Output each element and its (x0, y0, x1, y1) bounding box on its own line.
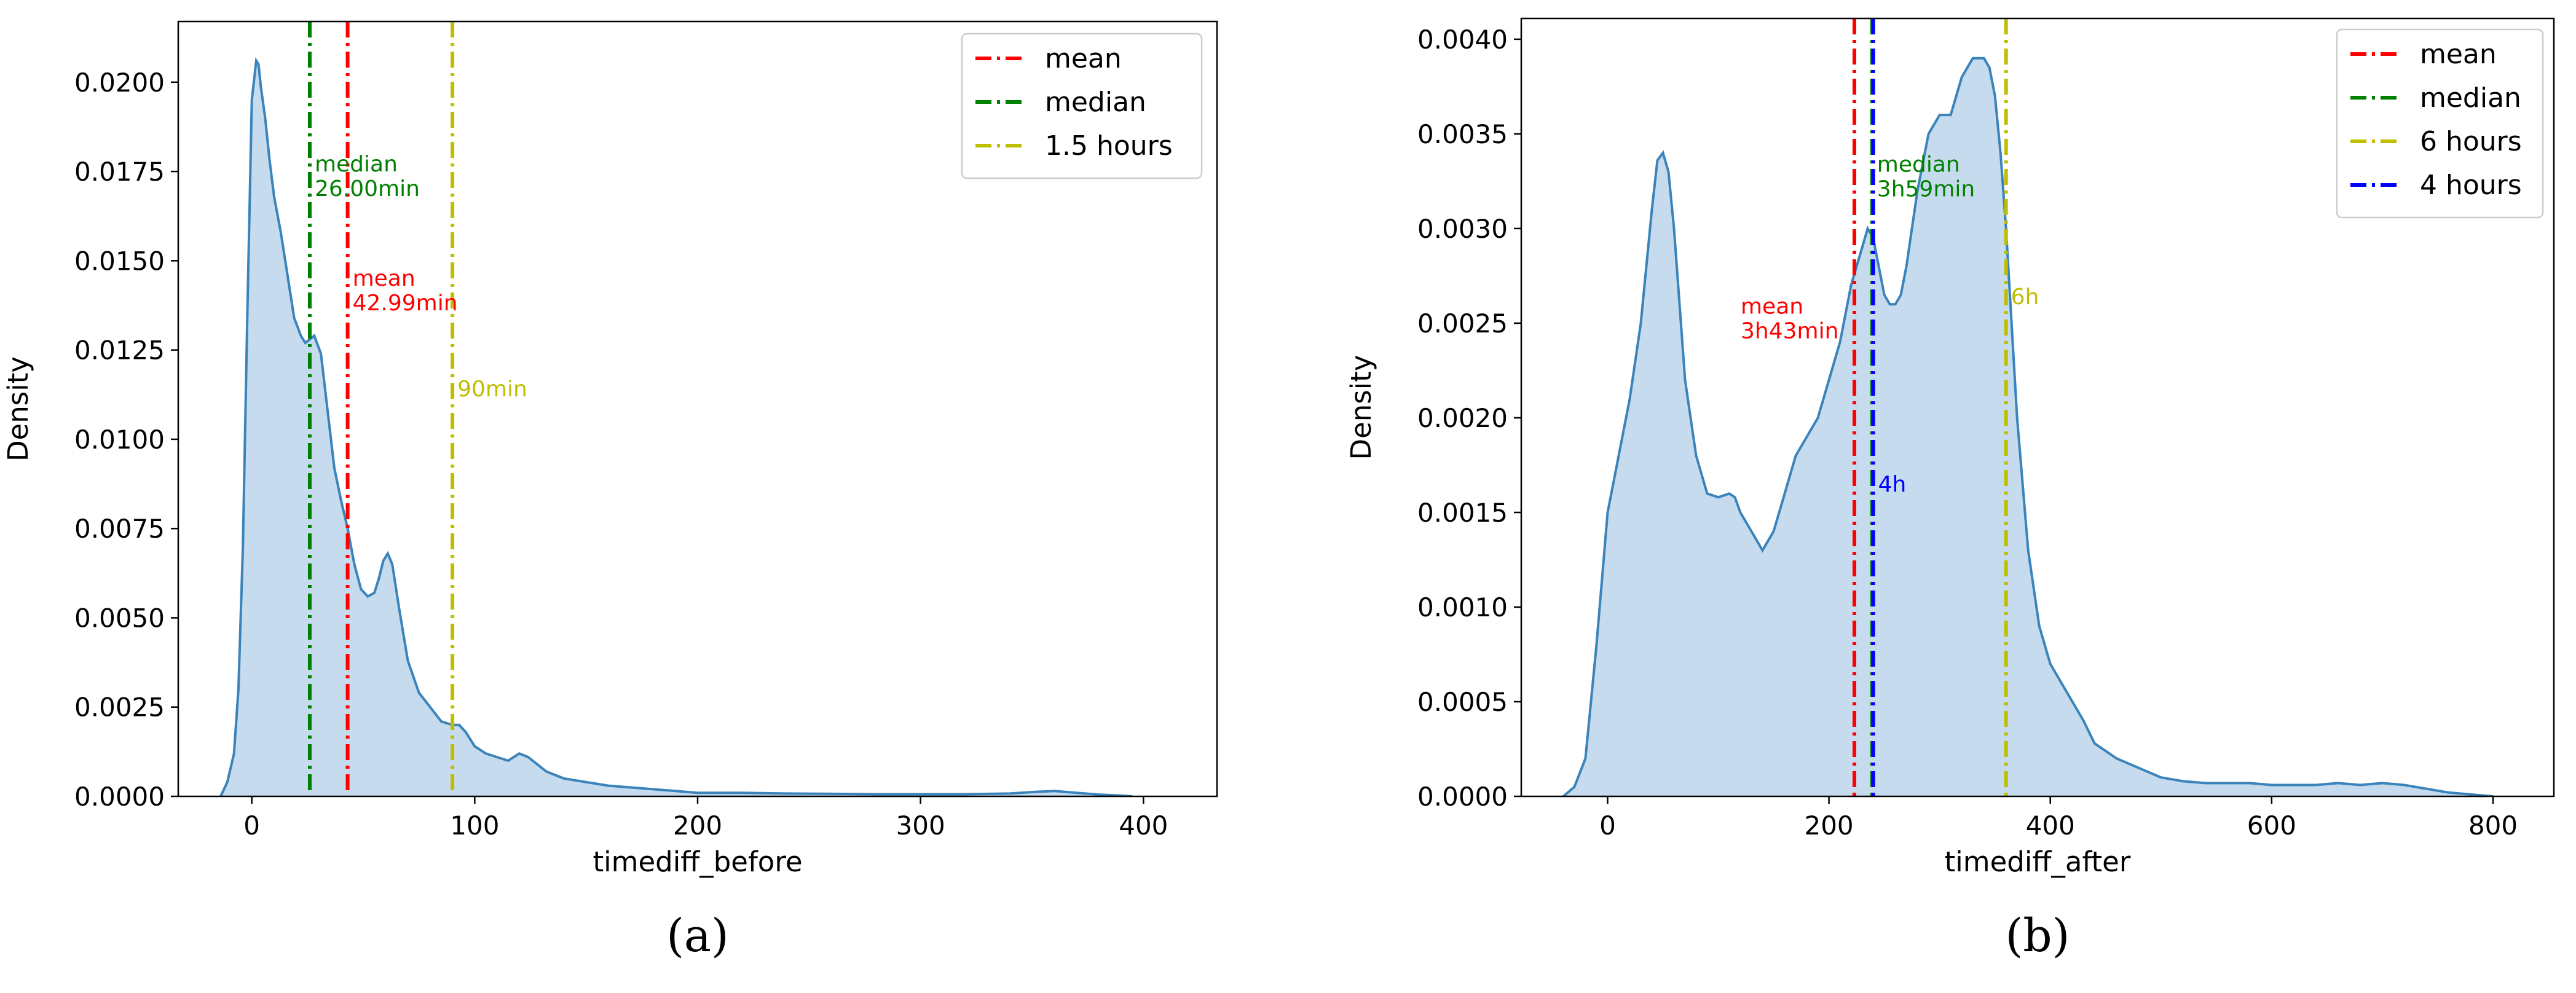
x-tick-label: 200 (673, 810, 722, 841)
x-tick-label: 800 (2468, 810, 2518, 841)
x-tick-label: 300 (896, 810, 945, 841)
panel-caption: (b) (2005, 909, 2070, 962)
x-axis-label: timediff_before (593, 846, 802, 878)
x-tick-label: 200 (1804, 810, 1853, 841)
x-tick-label: 100 (450, 810, 499, 841)
y-tick-label: 0.0075 (74, 514, 165, 544)
annotation-mean: mean 42.99min (353, 266, 458, 316)
annotation-median: median 3h59min (1877, 152, 1975, 202)
density-area (1563, 58, 2493, 796)
density-area (220, 60, 1133, 796)
x-axis-label: timediff_after (1945, 846, 2131, 878)
x-tick-label: 600 (2247, 810, 2296, 841)
y-tick-label: 0.0040 (1417, 25, 1508, 55)
x-tick-label: 400 (1119, 810, 1168, 841)
legend: mean median 1.5 hours (961, 33, 1203, 179)
annotation-hours6: 6h (2011, 285, 2039, 310)
y-tick-label: 0.0025 (74, 693, 165, 723)
y-axis-label: Density (1345, 355, 1377, 460)
legend-box (961, 33, 1203, 179)
plot-area (1562, 18, 2494, 796)
legend: mean median 6 hours 4 hours (2336, 28, 2544, 219)
y-tick-label: 0.0175 (74, 157, 165, 187)
y-tick-label: 0.0125 (74, 336, 165, 366)
legend-box (2336, 28, 2544, 219)
panel-a: mean 42.99min median 26.00min 90min 0 100 200 30… (2, 20, 1218, 962)
y-tick-label: 0.0035 (1417, 119, 1508, 149)
y-tick-label: 0.0005 (1417, 687, 1508, 717)
y-tick-label: 0.0200 (74, 68, 165, 98)
annotation-hours4: 4h (1878, 472, 1907, 497)
annotation-median: median 26.00min (315, 152, 420, 202)
legend-label: mean (2420, 39, 2497, 70)
x-tick-label: 0 (243, 810, 260, 841)
density-line (1562, 57, 2494, 796)
axes-frame (1520, 17, 2555, 798)
y-tick-label: 0.0030 (1417, 214, 1508, 244)
y-tick-label: 0.0100 (74, 425, 165, 455)
legend-label: mean (1045, 43, 1122, 74)
annotation-mean: mean 3h43min (1741, 294, 1838, 344)
y-tick-label: 0.0050 (74, 603, 165, 633)
legend-label: median (1045, 87, 1146, 118)
legend-label: 6 hours (2420, 126, 2522, 157)
legend-label: median (2420, 82, 2521, 114)
y-tick-label: 0.0150 (74, 246, 165, 276)
y-tick-label: 0.0000 (74, 782, 165, 812)
x-tick-label: 400 (2026, 810, 2075, 841)
panel-b: mean 3h43min median 3h59min 6h 4h 0 200 400 600 80… (1345, 17, 2555, 962)
density-line (219, 57, 1133, 796)
y-tick-label: 0.0000 (1417, 782, 1508, 812)
panel-caption: (a) (666, 909, 729, 962)
x-tick-label: 0 (1599, 810, 1616, 841)
y-axis-label: Density (2, 356, 34, 461)
y-tick-label: 0.0025 (1417, 308, 1508, 339)
legend-label: 4 hours (2420, 170, 2522, 201)
annotation-hours: 90min (457, 377, 527, 402)
plot-area (219, 22, 1133, 796)
y-tick-label: 0.0020 (1417, 403, 1508, 433)
y-tick-label: 0.0015 (1417, 498, 1508, 528)
legend-label: 1.5 hours (1045, 130, 1173, 162)
y-tick-label: 0.0010 (1417, 592, 1508, 622)
